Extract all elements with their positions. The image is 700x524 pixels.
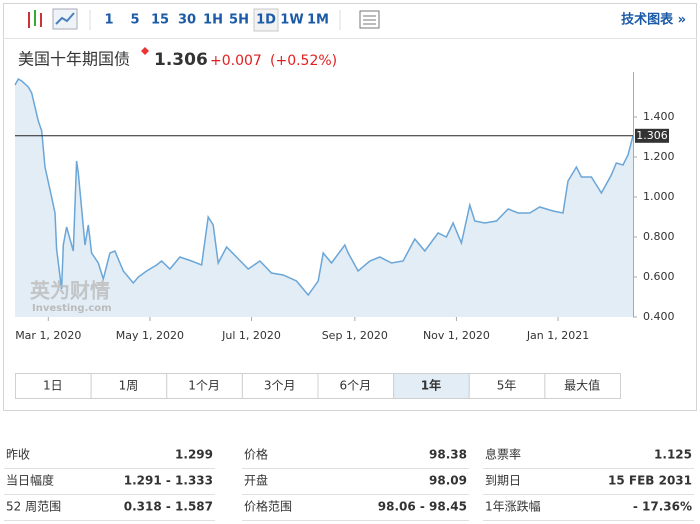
- stat-label: 昨收: [6, 448, 30, 462]
- x-tick-label: Nov 1, 2020: [423, 329, 490, 342]
- line-icon[interactable]: [52, 8, 78, 30]
- x-tick-label: Sep 1, 2020: [322, 329, 388, 342]
- interval-button[interactable]: 5H: [229, 13, 249, 28]
- stat-label: 息票率: [485, 447, 521, 462]
- price: 1.306: [154, 50, 208, 70]
- range-label[interactable]: 5年: [497, 379, 517, 393]
- interval-button[interactable]: 30: [178, 13, 196, 28]
- stat-value: 1.125: [654, 448, 692, 462]
- stat-value: 98.09: [429, 474, 467, 488]
- stat-label: 当日幅度: [6, 473, 54, 488]
- stat-value: 98.06 - 98.45: [378, 500, 467, 514]
- range-label[interactable]: 1周: [119, 379, 139, 393]
- change-pct: (+0.52%): [270, 53, 337, 69]
- stat-value: 1.299: [175, 448, 213, 462]
- stat-value: 0.318 - 1.587: [124, 500, 213, 514]
- price-line: [14, 77, 634, 297]
- range-label[interactable]: 6个月: [339, 379, 371, 393]
- current-tag-label: 1.306: [636, 129, 668, 142]
- range-label[interactable]: 最大值: [564, 378, 600, 393]
- interval-button[interactable]: 15: [151, 13, 169, 28]
- y-tick-label: 1.200: [643, 150, 675, 163]
- x-tick-label: May 1, 2020: [116, 329, 184, 342]
- stat-label: 价格: [244, 447, 268, 462]
- range-label[interactable]: 1个月: [188, 379, 220, 393]
- watermark: 英为财情: [30, 279, 110, 303]
- stat-label: 1年涨跌幅: [485, 499, 541, 514]
- stat-value: 1.291 - 1.333: [124, 474, 213, 488]
- y-tick-label: 0.800: [643, 230, 675, 243]
- range-button[interactable]: [544, 373, 621, 399]
- y-tick-label: 1.000: [643, 190, 675, 203]
- interval-button[interactable]: 1W: [280, 13, 303, 28]
- stat-label: 开盘: [244, 473, 268, 488]
- stat-value: - 17.36%: [633, 500, 692, 514]
- interval-button[interactable]: 1D: [256, 13, 276, 28]
- range-label[interactable]: 1日: [43, 379, 63, 393]
- stat-label: 价格范围: [244, 499, 292, 514]
- range-label[interactable]: 3个月: [264, 379, 296, 393]
- stat-value: 15 FEB 2031: [608, 474, 692, 488]
- x-tick-label: Mar 1, 2020: [15, 329, 81, 342]
- tech-chart-link[interactable]: 技术图表 »: [621, 12, 686, 28]
- interval-button[interactable]: 1H: [203, 13, 223, 28]
- table-icon[interactable]: [359, 10, 380, 29]
- stat-label: 到期日: [485, 474, 521, 488]
- y-tick-label: 1.400: [643, 110, 675, 123]
- area: [15, 79, 633, 317]
- y-tick-label: 0.600: [643, 270, 675, 283]
- range-button[interactable]: [393, 373, 470, 399]
- instrument-name: 美国十年期国债: [18, 50, 130, 69]
- range-button[interactable]: [468, 373, 546, 399]
- interval-button[interactable]: 5: [130, 13, 139, 28]
- watermark: Investing.com: [32, 303, 112, 314]
- range-button[interactable]: [241, 373, 319, 399]
- candle-icon[interactable]: [28, 10, 42, 28]
- x-tick-label: Jan 1, 2021: [526, 329, 589, 342]
- interval-button[interactable]: 1M: [307, 13, 329, 28]
- current-tag: [635, 128, 669, 143]
- change: +0.007: [210, 53, 262, 69]
- stat-value: 98.38: [429, 448, 467, 462]
- interval-button[interactable]: 1: [104, 13, 113, 28]
- range-label[interactable]: 1年: [421, 378, 441, 393]
- x-tick-label: Jul 1, 2020: [221, 329, 281, 342]
- range-button[interactable]: [90, 373, 168, 399]
- stat-label: 52 周范围: [6, 500, 61, 514]
- interval-selected: [253, 8, 279, 32]
- up-indicator: [141, 47, 149, 55]
- y-tick-label: 0.400: [643, 310, 675, 323]
